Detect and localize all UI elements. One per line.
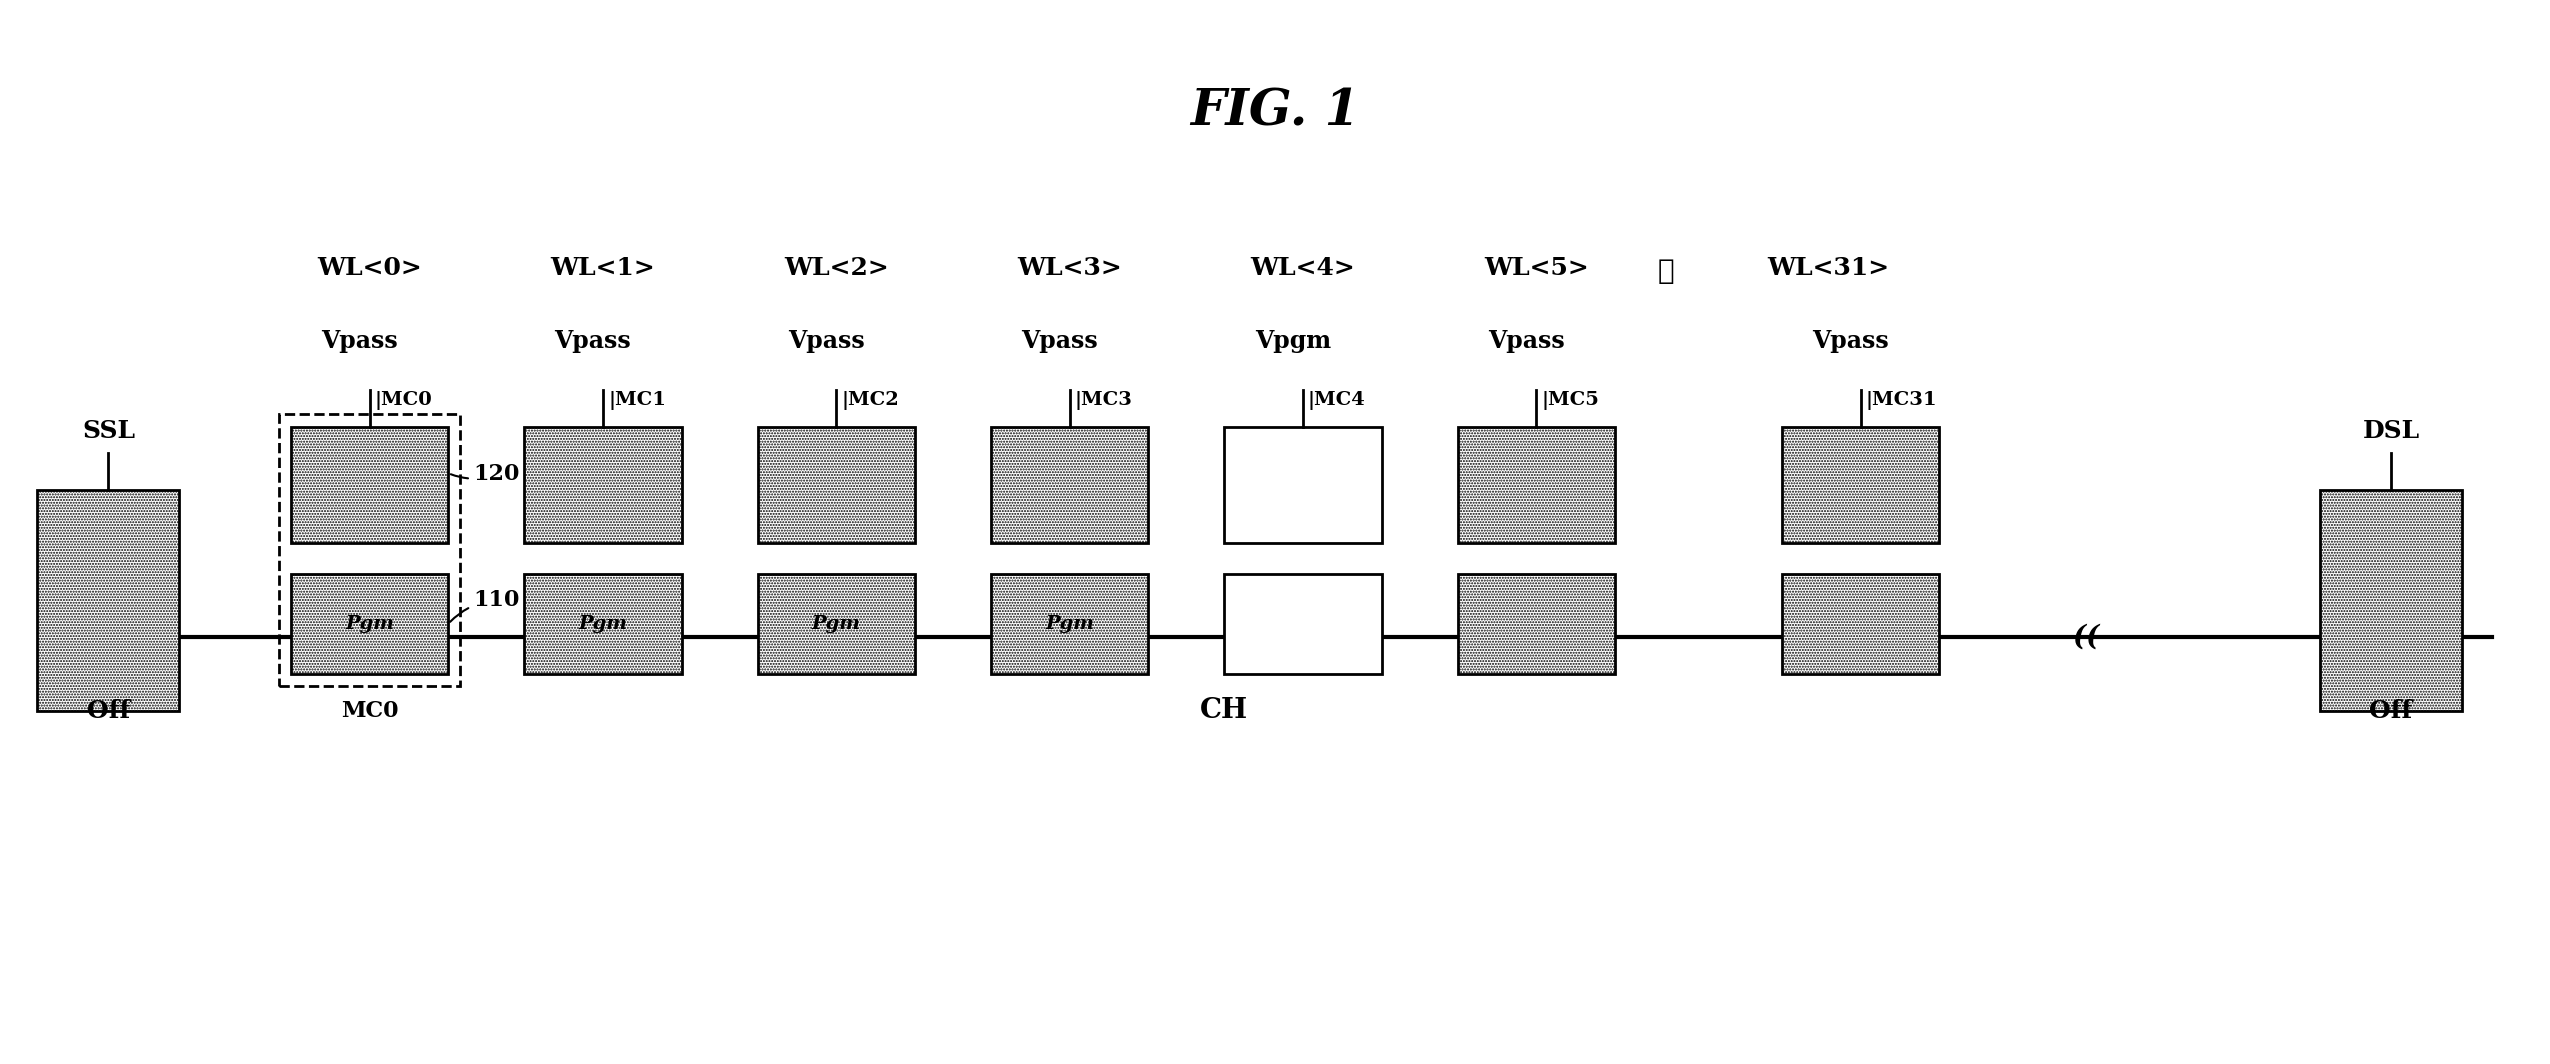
Bar: [291, 573, 449, 674]
Bar: [291, 427, 449, 543]
Bar: [2320, 491, 2461, 711]
Bar: [1782, 427, 1941, 543]
Text: Off: Off: [87, 699, 130, 722]
Bar: [291, 573, 449, 674]
Bar: [1459, 573, 1614, 674]
Text: Pgm: Pgm: [1046, 615, 1094, 633]
Bar: [525, 427, 681, 543]
Text: WL<2>: WL<2>: [783, 256, 887, 280]
Text: Vpass: Vpass: [1487, 330, 1566, 353]
Bar: [1782, 427, 1941, 543]
Bar: [1224, 427, 1382, 543]
Text: (​(: (​(: [2073, 624, 2099, 650]
Bar: [992, 427, 1148, 543]
Bar: [1459, 427, 1614, 543]
Text: WL<1>: WL<1>: [551, 256, 655, 280]
Text: WL<5>: WL<5>: [1484, 256, 1589, 280]
Bar: [278, 414, 462, 686]
Bar: [1459, 427, 1614, 543]
Bar: [38, 491, 179, 711]
Bar: [291, 427, 449, 543]
Bar: [525, 573, 681, 674]
Text: Vpass: Vpass: [321, 330, 398, 353]
Text: WL<31>: WL<31>: [1767, 256, 1890, 280]
Text: Off: Off: [2369, 699, 2412, 722]
Text: |MC1: |MC1: [607, 392, 666, 411]
Bar: [992, 573, 1148, 674]
Text: |MC2: |MC2: [842, 392, 900, 411]
Bar: [1459, 573, 1614, 674]
Text: Pgm: Pgm: [811, 615, 862, 633]
Text: |MC0: |MC0: [375, 392, 434, 411]
Bar: [757, 427, 915, 543]
Text: 120: 120: [451, 463, 520, 485]
Bar: [992, 573, 1148, 674]
Text: |MC4: |MC4: [1308, 392, 1367, 411]
Text: Vpgm: Vpgm: [1255, 330, 1331, 353]
Bar: [1782, 573, 1941, 674]
Bar: [992, 427, 1148, 543]
Text: WL<0>: WL<0>: [316, 256, 421, 280]
Bar: [525, 573, 681, 674]
Text: |MC3: |MC3: [1074, 392, 1132, 411]
Text: Vpass: Vpass: [1020, 330, 1099, 353]
Text: |MC5: |MC5: [1540, 392, 1599, 411]
Text: ⋯: ⋯: [1658, 259, 1673, 285]
Text: WL<4>: WL<4>: [1250, 256, 1354, 280]
Bar: [757, 573, 915, 674]
Text: 110: 110: [451, 589, 520, 621]
Text: SSL: SSL: [82, 419, 135, 443]
Text: Vpass: Vpass: [553, 330, 632, 353]
Bar: [757, 427, 915, 543]
Bar: [1224, 573, 1382, 674]
Bar: [38, 491, 179, 711]
Text: Vpass: Vpass: [1813, 330, 1890, 353]
Text: Vpass: Vpass: [788, 330, 864, 353]
Bar: [1782, 573, 1941, 674]
Text: MC0: MC0: [342, 699, 398, 721]
Text: FIG. 1: FIG. 1: [1191, 87, 1359, 136]
Bar: [525, 427, 681, 543]
Bar: [757, 573, 915, 674]
Text: DSL: DSL: [2361, 419, 2420, 443]
Text: Pgm: Pgm: [579, 615, 627, 633]
Text: |MC31: |MC31: [1867, 392, 1938, 411]
Text: Pgm: Pgm: [344, 615, 395, 633]
Bar: [2320, 491, 2461, 711]
Text: CH: CH: [1201, 697, 1250, 724]
Text: WL<3>: WL<3>: [1017, 256, 1122, 280]
